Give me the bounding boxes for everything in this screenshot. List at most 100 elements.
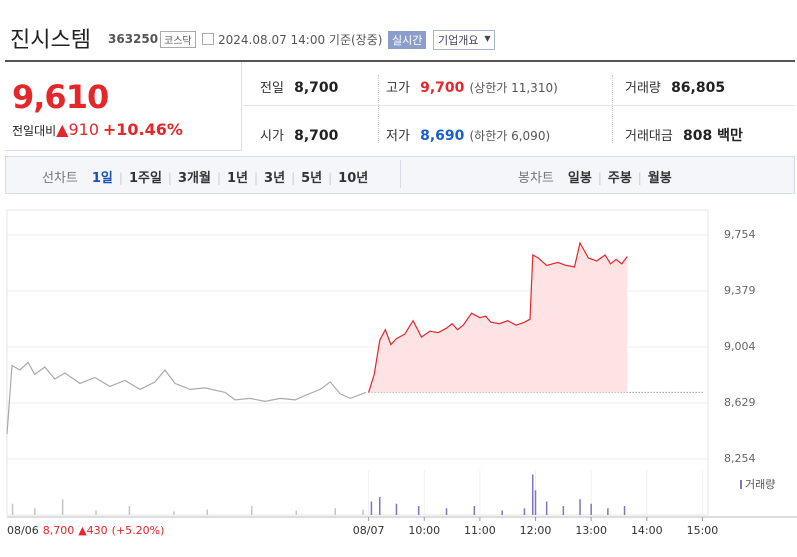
volume-bar <box>501 510 503 515</box>
change-row: 전일대비▲910 +10.46% <box>12 120 183 139</box>
price-line <box>368 241 628 393</box>
stat-label: 고가 <box>386 81 410 96</box>
footnote-date: 08/06 <box>7 524 39 537</box>
tab-separator: | <box>118 171 123 185</box>
volume-bar <box>523 508 526 515</box>
stat-note: (상한가 11,310) <box>469 81 558 95</box>
tab-divider <box>400 160 401 188</box>
volume-bar <box>545 501 548 515</box>
stat-label: 저가 <box>386 129 410 144</box>
stat-value: 86,805 <box>671 80 726 96</box>
volume-bar <box>534 490 537 515</box>
x-tick-label: 12:00 <box>520 524 552 537</box>
tab-separator: | <box>216 171 221 185</box>
tab[interactable]: 주봉 <box>607 171 632 186</box>
tab[interactable]: 3개월 <box>177 171 211 186</box>
col-divider <box>378 75 379 143</box>
clock-icon <box>202 33 214 45</box>
footnote: 08/06 8,700 ▲430 (+5.20%) <box>7 524 164 537</box>
stat-value: 8,700 <box>294 80 339 96</box>
volume-bar <box>623 506 626 515</box>
volume-legend: 거래량 <box>745 478 775 491</box>
stat-note: (하한가 6,090) <box>469 129 551 143</box>
menu-label: 기업개요 <box>438 34 479 47</box>
volume-bar <box>379 497 381 515</box>
tab[interactable]: 3년 <box>264 171 286 186</box>
tab-separator: | <box>254 171 259 185</box>
stock-name: 진시스템 <box>10 28 91 53</box>
tab[interactable]: 일봉 <box>567 171 592 186</box>
y-tick-label: 8,254 <box>724 452 756 465</box>
datetime: 2024.08.07 14:00 기준(장중) <box>218 33 383 47</box>
change-label: 전일대비 <box>12 124 57 138</box>
stat-value: 8,700 <box>294 128 339 144</box>
tab-separator: | <box>637 171 642 185</box>
stat-low: 저가 8,690 (하한가 6,090) <box>386 125 550 144</box>
plot-frame <box>6 209 709 516</box>
row-divider <box>241 105 795 106</box>
volume-bar <box>95 510 97 515</box>
tab[interactable]: 10년 <box>338 171 369 186</box>
footnote-change: 430 <box>87 524 108 537</box>
footnote-rate: (+5.20%) <box>112 524 165 537</box>
volume-bar <box>395 503 398 515</box>
tab[interactable]: 1년 <box>226 171 248 186</box>
tab-separator: | <box>291 171 296 185</box>
area-fill <box>368 243 628 393</box>
x-tick-label: 11:00 <box>464 524 496 537</box>
tab-group-label: 봉차트 <box>518 171 554 186</box>
tab[interactable]: 월봉 <box>647 171 672 186</box>
price-box <box>5 62 242 151</box>
volume-bar <box>532 474 534 515</box>
stat-value: 9,700 <box>420 80 465 96</box>
tab-separator: | <box>167 171 172 185</box>
x-tick-label: 14:00 <box>631 524 663 537</box>
col-divider <box>612 75 613 143</box>
x-tick-label: 15:00 <box>687 524 719 537</box>
company-menu[interactable]: 기업개요 ▼ <box>433 30 496 50</box>
footnote-price: 8,700 <box>43 524 75 537</box>
market-badge: 코스닥 <box>160 31 196 48</box>
stock-code: 363250 <box>108 32 159 46</box>
volume-bar <box>61 499 64 515</box>
change-rate: +10.46% <box>102 120 183 139</box>
stat-volume: 거래량 86,805 <box>625 77 725 96</box>
tab[interactable]: 1주일 <box>128 171 162 186</box>
realtime-badge: 실시간 <box>388 31 427 49</box>
line-tabs: 선차트 1일 | 1주일 | 3개월 | 1년 | 3년 | 5년 | 10년 <box>42 167 368 186</box>
change: 910 <box>68 120 100 139</box>
volume-bar <box>11 503 14 515</box>
stat-amount: 거래대금 808 백만 <box>625 125 743 145</box>
tab[interactable]: 1일 <box>91 171 113 186</box>
tab[interactable]: 5년 <box>301 171 323 186</box>
candle-tabs: 봉차트 일봉 | 주봉 | 월봉 <box>518 167 672 186</box>
stat-label: 전일 <box>260 81 284 96</box>
volume-bar <box>473 506 476 515</box>
price-line <box>6 361 367 435</box>
volume-bar <box>334 508 336 515</box>
volume-bar <box>417 506 420 515</box>
volume-legend-swatch <box>740 480 742 489</box>
stat-value: 808 백만 <box>683 128 743 144</box>
volume-bar <box>562 506 565 515</box>
volume-bar <box>370 501 373 515</box>
tab-group-label: 선차트 <box>42 171 78 186</box>
tab-separator: | <box>328 171 333 185</box>
divider <box>5 60 795 62</box>
volume-bar <box>128 506 131 515</box>
stat-label: 거래량 <box>625 81 661 96</box>
stat-label: 시가 <box>260 129 284 144</box>
volume-bar <box>579 499 581 515</box>
stat-high: 고가 9,700 (상한가 11,310) <box>386 77 558 96</box>
volume-bar <box>362 509 364 515</box>
y-tick-label: 9,004 <box>724 340 756 353</box>
volume-bar <box>206 509 209 515</box>
stat-label: 거래대금 <box>625 129 673 144</box>
stat-prev: 전일 8,700 <box>260 77 338 96</box>
volume-bar <box>295 510 298 515</box>
tab-separator: | <box>597 171 602 185</box>
stat-open: 시가 8,700 <box>260 125 338 144</box>
x-tick-label: 13:00 <box>575 524 607 537</box>
stat-value: 8,690 <box>420 128 465 144</box>
